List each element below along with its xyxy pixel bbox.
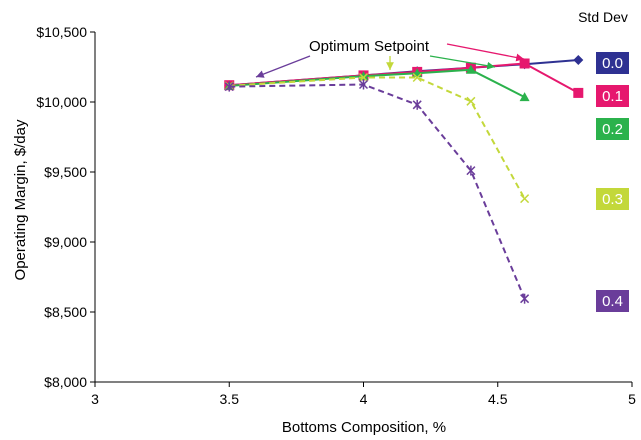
series-0-4 (224, 79, 530, 304)
legend-swatch-0-0 (596, 52, 629, 74)
y-axis-label: Operating Margin, $/day (12, 119, 29, 280)
y-tick-label: $9,000 (44, 234, 87, 250)
series-line (229, 76, 526, 200)
optimum-setpoint-annotation: Optimum Setpoint (309, 38, 430, 55)
x-tick-label: 4.5 (488, 391, 508, 407)
x-axis-label: Bottoms Composition, % (282, 419, 446, 436)
data-point (358, 72, 369, 83)
data-point (465, 64, 476, 74)
legend-swatch-0-1 (596, 85, 629, 107)
y-tick-label: $8,000 (44, 374, 87, 390)
data-point (466, 165, 476, 176)
annotation-arrow (446, 43, 525, 62)
x-tick-label: 3.5 (220, 391, 240, 407)
series-0-3 (224, 72, 530, 204)
annotation-arrow (429, 55, 496, 70)
data-point (224, 81, 234, 92)
legend-label-0-3: 0.3 (602, 191, 623, 208)
legend-label-0-4: 0.4 (602, 293, 623, 310)
data-point (412, 72, 422, 83)
x-tick-label: 5 (628, 391, 636, 407)
y-tick-label: $8,500 (44, 304, 87, 320)
data-point (573, 55, 584, 65)
data-point (519, 92, 530, 102)
legend-label-0-0: 0.0 (602, 55, 623, 72)
legend-label-0-2: 0.2 (602, 121, 623, 138)
legend-title: Std Dev (578, 9, 628, 25)
legend-label-0-1: 0.1 (602, 88, 623, 105)
annotation-arrow (255, 55, 311, 78)
y-tick-label: $10,000 (36, 94, 87, 110)
legend-swatch-0-2 (596, 118, 629, 140)
x-tick-label: 3 (91, 391, 99, 407)
y-tick-label: $10,500 (36, 24, 87, 40)
legend-swatch-0-3 (596, 188, 629, 210)
data-point (358, 79, 369, 90)
data-point (466, 96, 476, 106)
data-point (519, 58, 530, 69)
data-point (520, 194, 530, 204)
x-tick-label: 4 (360, 391, 368, 407)
legend-swatch-0-4 (596, 290, 629, 312)
plot-area: 3 3.5 4 4.5 5 $8,000 $8,500 $9,000 $9,500 $10,000… (36, 24, 636, 407)
data-point (412, 99, 422, 110)
data-point (573, 87, 584, 98)
y-tick-label: $9,500 (44, 164, 87, 180)
data-point (520, 293, 530, 304)
